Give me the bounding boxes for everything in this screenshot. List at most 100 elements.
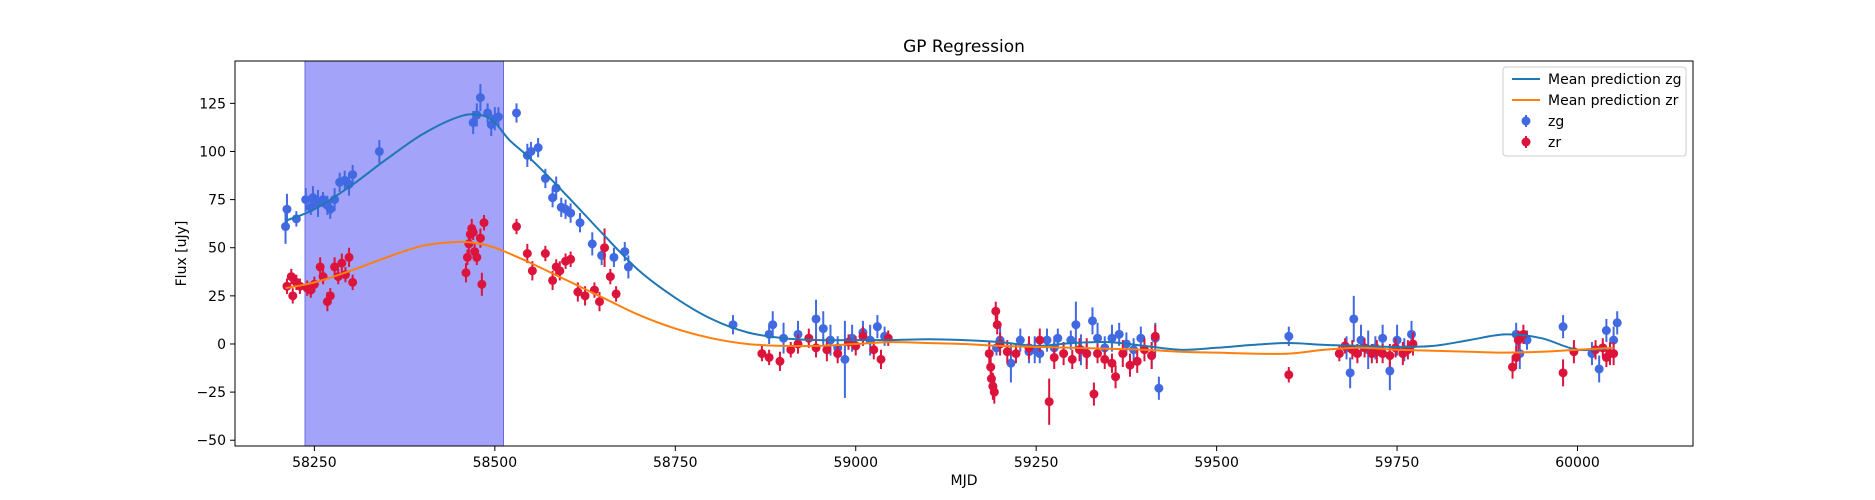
data-point-zr (1082, 349, 1092, 359)
data-point-zr (337, 258, 347, 268)
data-point-zr (984, 349, 994, 359)
data-point-zr (876, 354, 886, 364)
data-point-zg (548, 193, 558, 203)
data-point-zg (1349, 314, 1359, 324)
data-point-zr (1147, 351, 1157, 361)
data-point-zg (1093, 333, 1103, 343)
legend-box (1502, 66, 1687, 157)
legend-point-swatch (1521, 137, 1531, 147)
data-point-zr (325, 291, 335, 301)
data-point-zr (1132, 356, 1142, 366)
data-point-zr (1111, 372, 1121, 382)
data-point-zr (1150, 331, 1160, 341)
data-point-zg (348, 170, 358, 180)
data-point-zg (281, 222, 291, 232)
data-point-zg (566, 208, 576, 218)
data-point-zg (623, 262, 633, 272)
data-point-zr (757, 349, 767, 359)
data-point-zr (573, 287, 583, 297)
data-point-zr (522, 249, 532, 258)
data-point-zg (1284, 331, 1294, 341)
legend-entry-label: zr (1548, 135, 1561, 151)
data-point-zg (511, 108, 521, 118)
y-tick-label: 25 (208, 289, 226, 305)
data-point-zr (1002, 347, 1012, 357)
data-point-zg (768, 320, 778, 330)
line-mean-prediction-zr (285, 240, 1614, 355)
data-point-zg (818, 324, 828, 334)
data-point-zr (1513, 335, 1523, 345)
data-point-zg (301, 195, 311, 205)
y-tick-label: 0 (217, 337, 226, 353)
y-tick-label: 100 (199, 144, 226, 160)
data-point-zg (872, 322, 882, 332)
data-point-zr (566, 254, 576, 264)
data-point-zr (1385, 351, 1395, 361)
data-point-zg (840, 354, 850, 364)
data-point-zr (540, 249, 550, 258)
data-point-zg (533, 143, 543, 153)
data-point-zr (282, 281, 292, 291)
data-point-zg (1407, 329, 1417, 339)
data-point-zg (609, 252, 619, 262)
data-point-zr (555, 266, 565, 276)
data-point-zg (1378, 333, 1388, 343)
data-point-zr (1508, 362, 1518, 372)
x-tick-label: 59500 (1194, 455, 1239, 471)
x-axis-label: MJD (951, 473, 978, 489)
data-point-zr (793, 339, 803, 349)
data-point-zr (479, 218, 489, 228)
data-point-zr (605, 272, 615, 282)
plot-area (281, 84, 1622, 425)
data-point-zr (475, 233, 485, 243)
data-point-zg (1035, 349, 1045, 359)
x-tick-label: 58250 (292, 455, 337, 471)
data-point-zr (811, 343, 821, 353)
data-point-zr (1125, 360, 1135, 370)
data-point-zr (286, 272, 296, 282)
data-point-zg (1071, 320, 1081, 330)
data-point-zr (992, 320, 1002, 330)
data-point-zg (1601, 326, 1611, 335)
data-point-zg (308, 193, 318, 203)
data-point-zr (1044, 397, 1054, 407)
data-point-zr (1100, 354, 1110, 364)
data-point-zr (472, 252, 482, 262)
legend-entry-label: Mean prediction zr (1548, 93, 1679, 109)
legend-entry-label: Mean prediction zg (1548, 72, 1682, 88)
data-point-zr (989, 387, 999, 397)
data-point-zg (1015, 335, 1025, 345)
data-point-zr (1035, 335, 1045, 345)
data-point-zr (1049, 352, 1059, 362)
data-point-zg (1042, 335, 1052, 345)
data-point-zr (764, 352, 774, 362)
data-point-zr (1011, 349, 1021, 359)
data-point-zg (1154, 383, 1164, 393)
data-point-zr (1352, 349, 1362, 359)
y-tick-label: 75 (208, 193, 226, 209)
data-point-zr (548, 275, 558, 285)
data-point-zr (1118, 349, 1128, 359)
data-point-zr (330, 262, 340, 272)
x-tick-label: 60000 (1555, 455, 1600, 471)
data-point-zr (462, 252, 472, 262)
data-point-zg (1136, 333, 1146, 343)
y-tick-label: 50 (208, 241, 226, 257)
data-point-zr (1067, 354, 1077, 364)
data-point-zr (348, 277, 358, 287)
data-point-zg (374, 146, 384, 156)
data-point-zr (991, 306, 1001, 316)
data-point-zg (1609, 335, 1619, 345)
data-point-zg (575, 218, 585, 228)
data-point-zr (1609, 349, 1619, 359)
x-tick-label: 59000 (833, 455, 878, 471)
data-point-zr (995, 339, 1005, 349)
data-point-zr (580, 291, 590, 301)
data-point-zr (527, 266, 537, 276)
data-point-zg (1345, 368, 1355, 378)
data-point-zr (1284, 370, 1294, 380)
data-point-zg (1053, 333, 1063, 343)
data-point-zr (464, 239, 474, 249)
data-point-zg (587, 239, 597, 249)
